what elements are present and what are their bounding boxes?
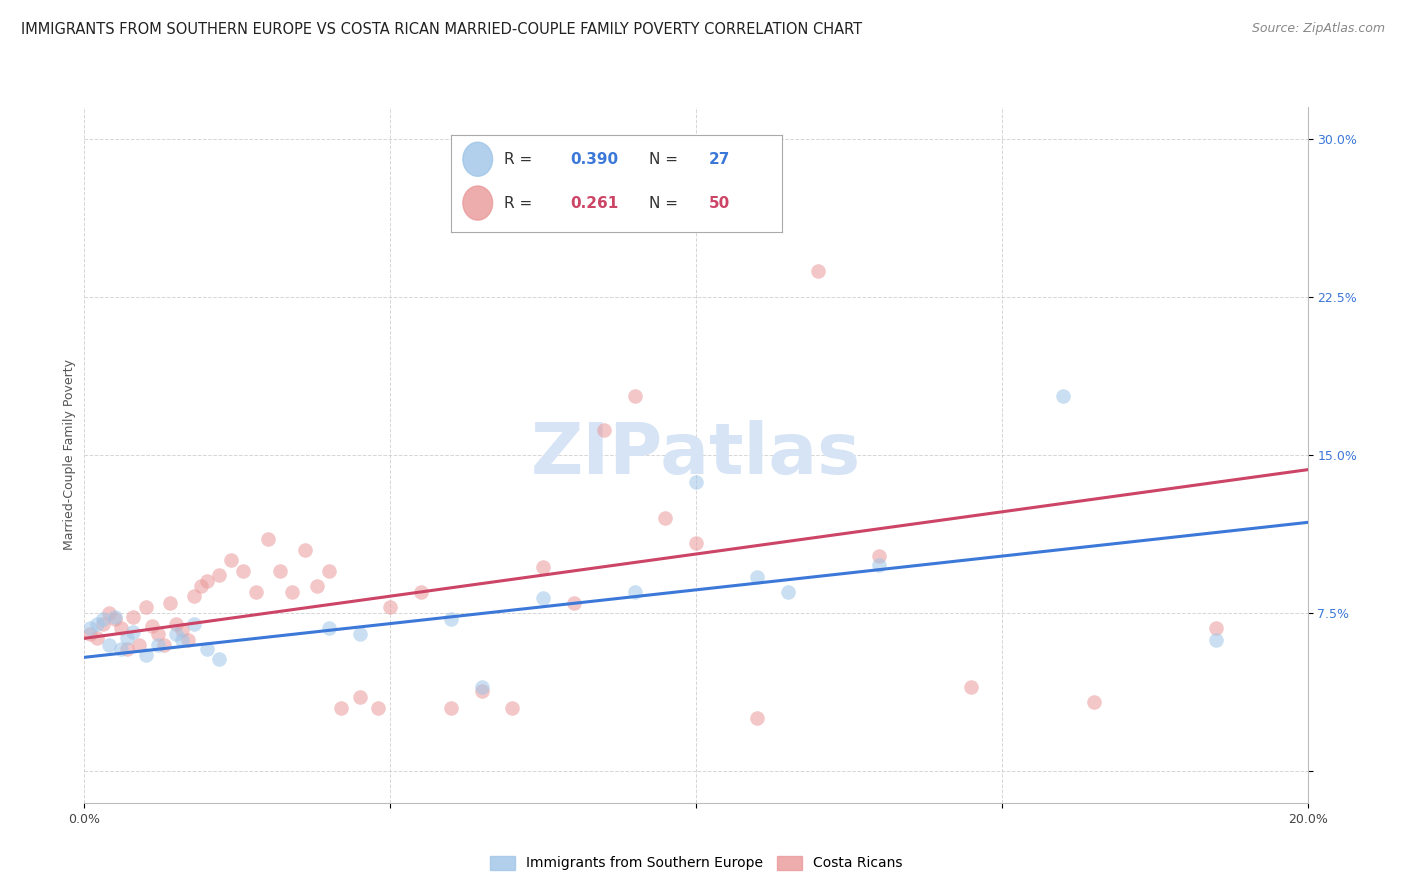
Point (471, 680, 494, 694)
Point (195, 641, 218, 656)
Point (104, 612, 127, 626)
Point (367, 701, 389, 715)
Point (183, 589, 205, 603)
Point (115, 641, 138, 656)
Point (869, 558, 891, 572)
Y-axis label: Married-Couple Family Poverty: Married-Couple Family Poverty (63, 359, 76, 550)
Text: R =: R = (505, 152, 537, 167)
Point (531, 559, 554, 574)
Point (159, 595, 181, 609)
Point (349, 627, 371, 641)
Point (195, 574, 218, 589)
Point (165, 616, 187, 631)
Point (257, 533, 280, 547)
Point (747, 570, 769, 584)
Point (183, 616, 205, 631)
Point (807, 264, 830, 278)
Point (141, 618, 163, 632)
Point (208, 568, 231, 582)
Point (1205, 621, 1227, 635)
Point (190, 579, 212, 593)
Point (86, 632, 108, 646)
Point (153, 638, 176, 652)
Point (91, 612, 114, 626)
Legend: Immigrants from Southern Europe, Costa Ricans: Immigrants from Southern Europe, Costa R… (484, 850, 908, 876)
Point (97, 606, 120, 620)
Point (172, 623, 194, 637)
Point (172, 633, 194, 648)
Point (624, 585, 647, 599)
Point (960, 680, 983, 694)
Point (79, 621, 101, 635)
Point (531, 591, 554, 606)
Point (146, 638, 169, 652)
Ellipse shape (463, 142, 492, 177)
Point (128, 638, 150, 652)
Point (146, 627, 169, 641)
Point (1205, 633, 1227, 648)
Point (219, 553, 242, 567)
Point (654, 511, 676, 525)
Point (440, 612, 463, 626)
Point (440, 701, 463, 715)
Point (330, 701, 353, 715)
Point (1083, 695, 1105, 709)
Point (79, 627, 101, 641)
Point (869, 549, 891, 563)
Text: N =: N = (650, 195, 683, 211)
Text: N =: N = (650, 152, 683, 167)
Point (593, 423, 616, 437)
Text: IMMIGRANTS FROM SOUTHERN EUROPE VS COSTA RICAN MARRIED-COUPLE FAMILY POVERTY COR: IMMIGRANTS FROM SOUTHERN EUROPE VS COSTA… (21, 22, 862, 37)
Point (409, 585, 432, 599)
Text: 0.261: 0.261 (571, 195, 619, 211)
Point (380, 599, 402, 614)
Point (122, 610, 145, 624)
Point (305, 579, 328, 593)
Point (122, 625, 145, 640)
Text: Source: ZipAtlas.com: Source: ZipAtlas.com (1251, 22, 1385, 36)
Point (135, 599, 157, 614)
Point (318, 564, 340, 578)
Point (281, 585, 304, 599)
Point (91, 616, 114, 631)
Point (177, 633, 200, 648)
Ellipse shape (463, 186, 492, 220)
Text: R =: R = (505, 195, 537, 211)
Point (502, 701, 524, 715)
Point (165, 627, 187, 641)
Point (115, 632, 138, 646)
Point (685, 475, 707, 490)
Text: ZIPatlas: ZIPatlas (531, 420, 860, 490)
Point (110, 641, 132, 656)
Point (294, 542, 316, 557)
Point (208, 652, 231, 666)
Text: 0.390: 0.390 (571, 152, 619, 167)
Point (86, 616, 108, 631)
Point (97, 638, 120, 652)
Point (245, 585, 267, 599)
Point (104, 610, 127, 624)
Point (562, 595, 585, 609)
Text: 27: 27 (709, 152, 730, 167)
Text: 50: 50 (709, 195, 730, 211)
Point (318, 621, 340, 635)
Point (624, 389, 647, 403)
Point (269, 564, 291, 578)
Point (776, 585, 799, 599)
Point (349, 690, 371, 705)
Point (135, 648, 157, 663)
Point (110, 621, 132, 635)
Point (1052, 389, 1074, 403)
Point (471, 684, 494, 698)
Point (747, 711, 769, 725)
Point (232, 564, 254, 578)
Point (685, 536, 707, 550)
